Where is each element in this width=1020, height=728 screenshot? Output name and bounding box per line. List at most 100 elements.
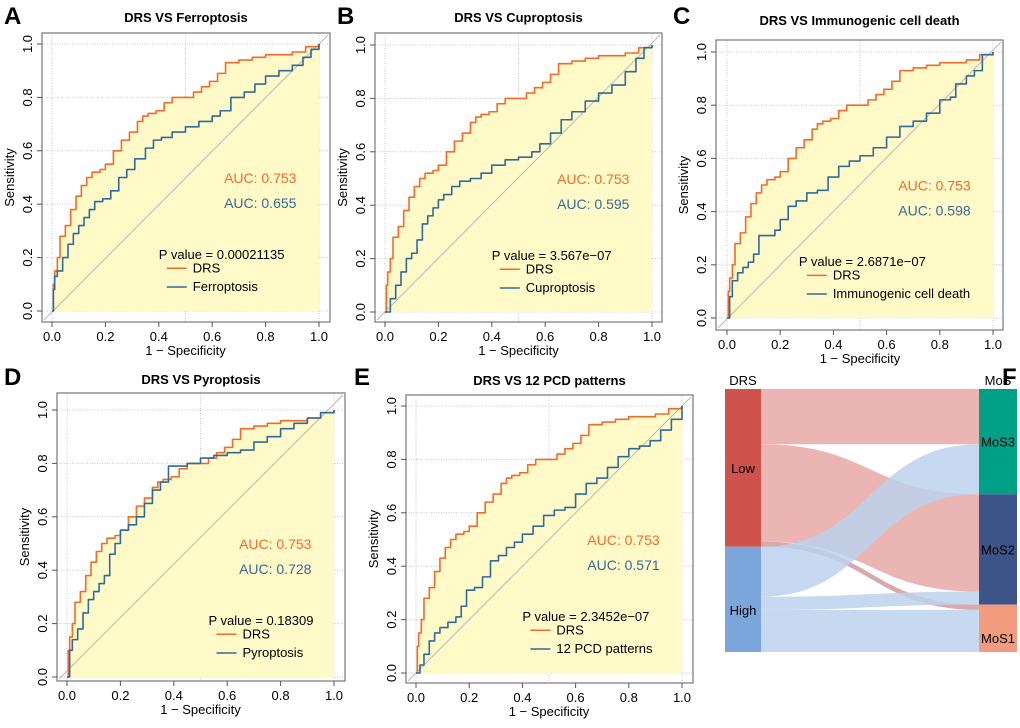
y-tick-label: 0.0 bbox=[35, 668, 50, 686]
diagonal-reference-line bbox=[58, 394, 344, 680]
chart-title: DRS VS Cuproptosis bbox=[454, 10, 583, 25]
x-tick-label: 0.0 bbox=[43, 329, 61, 344]
panel-letter-e: E bbox=[354, 364, 370, 391]
x-axis-label: 1 − Specificity bbox=[160, 702, 241, 717]
roc-curve-drs bbox=[727, 52, 994, 319]
plot-border bbox=[374, 32, 663, 323]
roc-curve-comparison bbox=[727, 52, 994, 319]
sankey-node-low bbox=[725, 389, 761, 547]
x-tick-label: 0.4 bbox=[483, 329, 501, 344]
legend-label-comparison: Ferroptosis bbox=[193, 279, 259, 294]
diagonal-reference-line bbox=[43, 34, 329, 321]
x-tick-label: 0.8 bbox=[590, 329, 608, 344]
plot-border bbox=[715, 39, 1004, 331]
x-tick-label: 0.8 bbox=[272, 688, 290, 703]
x-tick-label: 1.0 bbox=[310, 329, 328, 344]
sankey-flows bbox=[761, 389, 979, 652]
y-tick-label: 0.4 bbox=[353, 196, 368, 214]
sankey-node-label-low: Low bbox=[731, 461, 755, 476]
p-value-label: P value = 2.6871e−07 bbox=[799, 254, 926, 269]
legend-label-drs: DRS bbox=[833, 267, 861, 282]
roc-curve-comparison bbox=[416, 406, 683, 674]
x-axis-label: 1 − Specificity bbox=[820, 351, 901, 366]
p-value-label: P value = 3.567e−07 bbox=[492, 248, 612, 263]
x-tick-label: 0.0 bbox=[718, 337, 736, 352]
y-tick-label: 0.0 bbox=[694, 309, 709, 327]
auc-label-drs: AUC: 0.753 bbox=[557, 171, 630, 187]
y-tick-label: 0.8 bbox=[20, 88, 35, 106]
plot-border bbox=[41, 32, 331, 323]
auc-label-comparison: AUC: 0.655 bbox=[224, 195, 297, 211]
roc-panel-a: DRS VS Ferroptosis 0.0 0.2 0.4 0.6 0.8 1.0 0.0 0… bbox=[2, 10, 331, 358]
y-tick-label: 0.8 bbox=[384, 450, 399, 468]
plot-border bbox=[56, 392, 346, 682]
auc-label-drs: AUC: 0.753 bbox=[898, 177, 971, 193]
x-tick-label: 0.2 bbox=[771, 337, 789, 352]
y-tick-label: 1.0 bbox=[353, 36, 368, 54]
sankey-flow-low-to-mos3 bbox=[761, 389, 979, 445]
roc-curve-drs bbox=[385, 45, 653, 313]
y-tick-label: 1.0 bbox=[694, 43, 709, 61]
y-tick-label: 0.4 bbox=[20, 195, 35, 213]
y-tick-label: 0.8 bbox=[694, 96, 709, 114]
auc-label-drs: AUC: 0.753 bbox=[239, 536, 312, 552]
x-tick-label: 0.4 bbox=[165, 688, 183, 703]
p-value-label: P value = 0.00021135 bbox=[159, 247, 285, 262]
auc-label-comparison: AUC: 0.598 bbox=[898, 203, 971, 219]
y-tick-label: 0.6 bbox=[353, 143, 368, 161]
x-tick-label: 0.6 bbox=[878, 337, 896, 352]
y-tick-label: 0.4 bbox=[35, 561, 50, 579]
legend-label-drs: DRS bbox=[243, 626, 271, 641]
auc-fill-area bbox=[67, 410, 334, 677]
sankey-node-mos1 bbox=[979, 604, 1017, 652]
roc-panel-c: DRS VS Immunogenic cell death 0.0 0.2 0.4 0.… bbox=[676, 13, 1004, 366]
chart-title: DRS VS Immunogenic cell death bbox=[759, 13, 959, 28]
y-tick-label: 0.6 bbox=[20, 142, 35, 160]
y-tick-label: 0.6 bbox=[384, 504, 399, 522]
x-tick-label: 0.4 bbox=[824, 337, 842, 352]
panel-letter-f: F bbox=[1002, 364, 1017, 391]
chart-title: DRS VS Ferroptosis bbox=[124, 10, 248, 25]
x-tick-label: 1.0 bbox=[325, 688, 343, 703]
legend-label-drs: DRS bbox=[193, 260, 221, 275]
legend-label-comparison: Cuproptosis bbox=[526, 280, 596, 295]
y-tick-label: 0.2 bbox=[20, 249, 35, 267]
y-tick-label: 0.4 bbox=[384, 557, 399, 575]
x-tick-label: 0.6 bbox=[218, 688, 236, 703]
roc-curve-comparison bbox=[67, 410, 335, 678]
y-axis-label: Sensitivity bbox=[2, 148, 17, 207]
y-tick-label: 0.0 bbox=[20, 302, 35, 320]
roc-curve-comparison bbox=[385, 45, 653, 313]
x-tick-label: 0.8 bbox=[931, 337, 949, 352]
p-value-label: P value = 0.18309 bbox=[209, 613, 314, 628]
x-tick-label: 0.0 bbox=[58, 688, 76, 703]
y-tick-label: 1.0 bbox=[20, 35, 35, 53]
sankey-panel-f: DRS MoS Low High MoS3 MoS2 MoS1 bbox=[725, 373, 1017, 652]
panel-letter-a: A bbox=[4, 3, 21, 30]
x-axis-label: 1 − Specificity bbox=[478, 343, 559, 358]
sankey-node-label-mos1: MoS1 bbox=[981, 631, 1015, 646]
auc-label-comparison: AUC: 0.595 bbox=[557, 196, 630, 212]
sankey-left-axis-label: DRS bbox=[729, 373, 757, 388]
roc-curve-drs bbox=[52, 44, 320, 312]
roc-panel-d: DRS VS Pyroptosis 0.0 0.2 0.4 0.6 0.8 1.0 0.0 0.… bbox=[17, 372, 346, 717]
x-tick-label: 0.6 bbox=[203, 329, 221, 344]
sankey-node-label-mos2: MoS2 bbox=[981, 542, 1015, 557]
auc-label-drs: AUC: 0.753 bbox=[224, 170, 297, 186]
roc-curve-comparison bbox=[52, 44, 320, 312]
roc-panel-e: DRS VS 12 PCD patterns 0.0 0.2 0.4 0.6 0.8 1.0… bbox=[366, 373, 694, 719]
legend-label-comparison: Immunogenic cell death bbox=[833, 286, 970, 301]
sankey-node-label-mos3: MoS3 bbox=[981, 435, 1015, 450]
sankey-node-label-high: High bbox=[730, 603, 757, 618]
chart-title: DRS VS Pyroptosis bbox=[141, 372, 260, 387]
y-tick-label: 1.0 bbox=[35, 401, 50, 419]
diagonal-reference-line bbox=[717, 41, 1002, 329]
y-tick-label: 0.2 bbox=[694, 256, 709, 274]
y-tick-label: 0.0 bbox=[353, 303, 368, 321]
y-tick-label: 0.6 bbox=[35, 508, 50, 526]
auc-label-comparison: AUC: 0.728 bbox=[239, 561, 312, 577]
chart-title: DRS VS 12 PCD patterns bbox=[473, 373, 625, 388]
x-tick-label: 0.2 bbox=[460, 690, 478, 705]
y-axis-label: Sensitivity bbox=[676, 155, 691, 214]
